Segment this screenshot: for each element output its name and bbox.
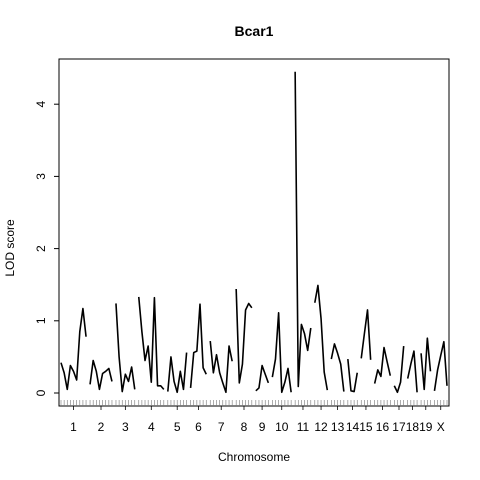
y-tick-label-1: 1 [34,317,48,324]
x-tick-label-4: 4 [148,420,155,434]
lod-curve-chr-7 [209,340,233,394]
x-tick-label-13: 13 [331,420,345,434]
chart-title: Bcar1 [235,23,274,39]
x-tick-label-17: 17 [392,420,406,434]
lod-curve-chr-13 [330,343,345,392]
lod-curve-chr-1 [60,307,87,391]
lod-curve-chr-17 [393,346,405,394]
x-axis: 1 2 3 4 5 6 7 8 9 10 11 12 13 14 15 16 17 18 19 X [70,406,445,434]
y-axis: 0 1 2 3 4 [34,101,59,396]
x-tick-label-2: 2 [98,420,105,434]
lod-curve-chr-15 [360,309,372,360]
x-tick-label-3: 3 [122,420,129,434]
lod-curve-chr-19 [420,337,432,391]
lod-curve-chr-12 [314,284,329,391]
x-axis-label: Chromosome [218,450,290,464]
lod-curve-chr-5 [167,352,188,394]
lod-curve-chr-X [433,340,448,391]
x-tick-label-14: 14 [346,420,360,434]
lod-curve-chr-14 [347,358,359,393]
lod-curve-chr-8 [235,289,253,384]
marker-rug [60,400,448,406]
x-tick-label-9: 9 [259,420,266,434]
x-tick-label-15: 15 [359,420,373,434]
lod-curve-chr-18 [406,350,418,393]
plot-frame [58,58,450,407]
lod-curves [60,71,448,394]
x-tick-label-10: 10 [275,420,289,434]
lod-curve-chr-4 [137,296,165,390]
y-tick-label-0: 0 [34,389,48,396]
x-tick-label-6: 6 [195,420,202,434]
x-tick-label-11: 11 [297,420,310,434]
lod-curve-chr-2 [89,359,113,391]
x-tick-label-7: 7 [218,420,225,434]
x-tick-label-1: 1 [70,420,77,434]
lod-curve-chr-9 [255,364,270,392]
lod-curve-chr-16 [373,346,392,384]
lod-curve-chr-11 [294,71,312,388]
x-tick-label-18: 18 [406,420,420,434]
x-tick-label-8: 8 [241,420,248,434]
y-tick-label-4: 4 [34,101,48,108]
y-tick-label-2: 2 [34,245,48,252]
x-tick-label-12: 12 [314,420,328,434]
lod-curve-chr-6 [189,303,207,389]
lod-curve-chr-3 [115,303,136,393]
x-tick-label-19: 19 [419,420,433,434]
y-axis-label: LOD score [3,219,17,277]
y-tick-label-3: 3 [34,173,48,180]
x-tick-label-16: 16 [376,420,390,434]
lod-curve-chr-10 [271,312,292,394]
x-tick-label-5: 5 [174,420,181,434]
x-tick-label-X: X [437,420,445,434]
